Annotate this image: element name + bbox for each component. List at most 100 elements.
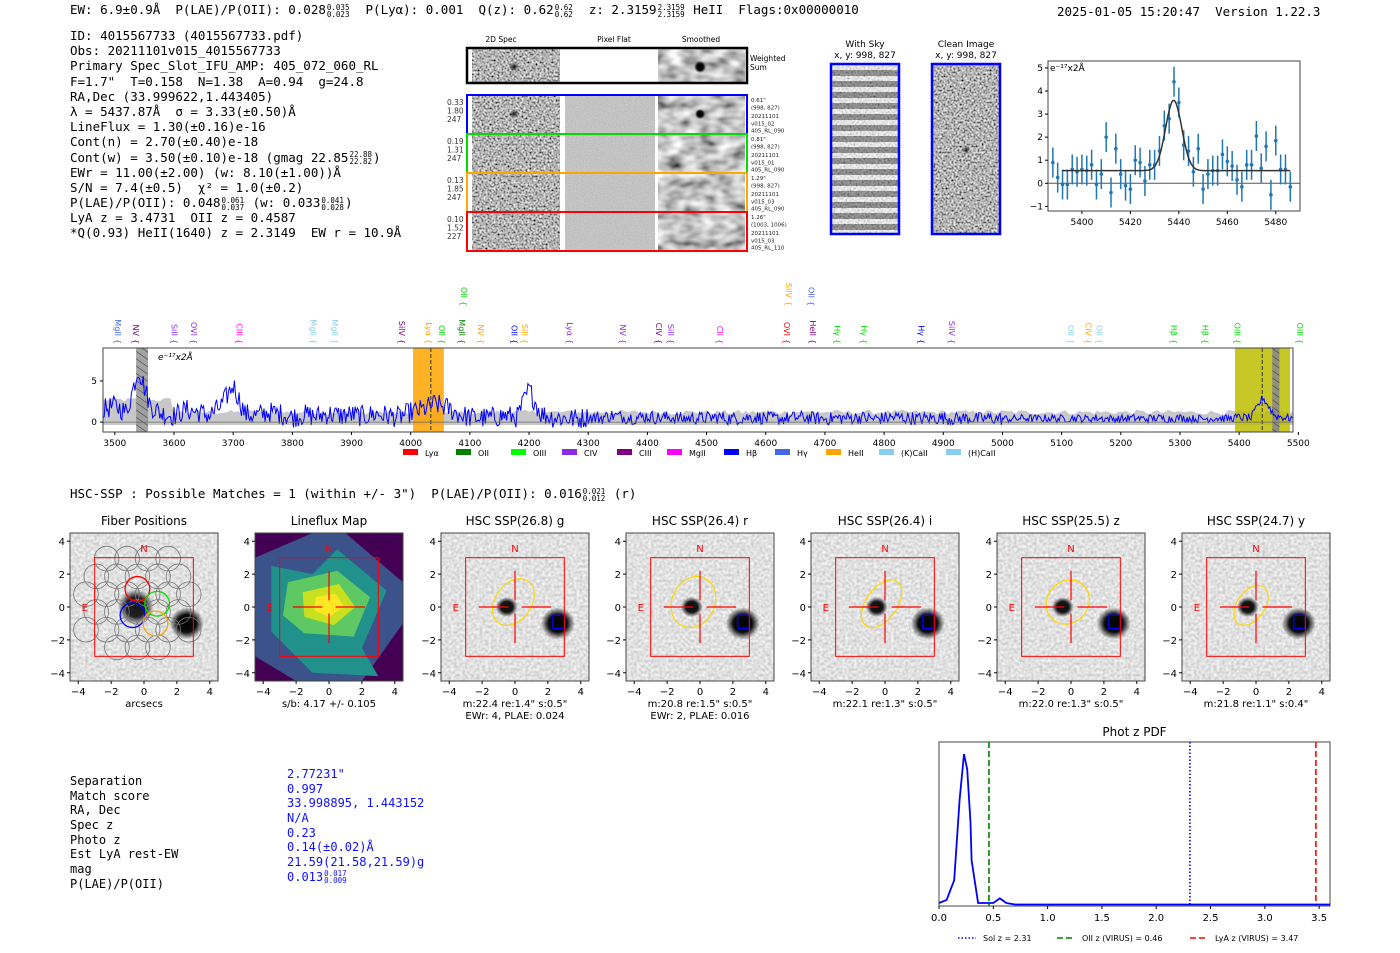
column-header: Pixel Flat bbox=[597, 35, 631, 44]
header-plya: P(Lyα): 0.001 bbox=[365, 2, 464, 17]
x-tick-label: 5460 bbox=[1216, 218, 1239, 228]
y-tick-label: 5 bbox=[1037, 64, 1043, 74]
line-label: MgII bbox=[309, 319, 318, 336]
data-point bbox=[1273, 138, 1278, 143]
header-plae: P(LAE)/P(OII): 0.028 bbox=[175, 2, 326, 17]
weighted-sum-label: Weighted bbox=[750, 54, 786, 63]
y-tick-label: 2 bbox=[59, 570, 65, 581]
legend-label: MgII bbox=[689, 449, 706, 458]
cutout-row-meta: 1.26" bbox=[751, 215, 766, 221]
line-label: Hγ bbox=[832, 325, 841, 336]
cutout-row-stat: 227 bbox=[447, 232, 462, 241]
panel-title: Fiber Positions bbox=[101, 514, 187, 528]
y-tick-label: −1 bbox=[1030, 202, 1043, 212]
neighbor-source bbox=[910, 607, 945, 640]
cutout-row-meta: v015_02 bbox=[751, 121, 775, 127]
line-label: OIII bbox=[1232, 323, 1241, 336]
version: Version 1.22.3 bbox=[1215, 4, 1321, 19]
north-label: N bbox=[696, 544, 703, 555]
sky-noise bbox=[831, 64, 899, 234]
y-tick-label: 4 bbox=[800, 537, 806, 548]
y-tick-label: 0 bbox=[615, 603, 621, 614]
plae-range: 0.061 0.037 bbox=[222, 196, 245, 211]
line-label: SiIV bbox=[784, 283, 793, 299]
x-tick-label: −4 bbox=[812, 687, 827, 698]
fiber-circle bbox=[165, 563, 192, 590]
header-qz: Q(z): 0.62 bbox=[478, 2, 554, 17]
data-point bbox=[1123, 183, 1128, 188]
legend-label: LyA z (VIRUS) = 3.47 bbox=[1215, 934, 1298, 943]
x-tick-label: −2 bbox=[104, 687, 119, 698]
cutout-row-meta: 405_RL_110 bbox=[751, 246, 785, 252]
header-z-line: HeII bbox=[693, 2, 724, 17]
legend-swatch bbox=[667, 449, 682, 455]
x-tick-label: 4900 bbox=[932, 439, 955, 449]
y-tick-label: −4 bbox=[421, 669, 436, 680]
line-label-bracket: { bbox=[859, 339, 868, 344]
x-tick-label: 0 bbox=[882, 687, 888, 698]
y-tick-label: 4 bbox=[1171, 537, 1177, 548]
value-spec-z: N/A bbox=[287, 811, 309, 826]
phot-z-pdf-chart: Phot z PDF 0.0 0.5 1.0 1.5 2.0 2.5 3.0 3.5 Sol z … bbox=[931, 725, 1331, 943]
cutout-row-stat: 247 bbox=[447, 115, 462, 124]
legend-swatch bbox=[456, 449, 471, 455]
cutout-row-frame bbox=[466, 211, 748, 252]
value-plae: 0.013 0.017 0.009 bbox=[287, 870, 424, 885]
panel-caption: s/b: 4.17 +/- 0.105 bbox=[282, 699, 376, 710]
x-tick-label: 4 bbox=[948, 687, 954, 698]
x-tick-label: 2 bbox=[359, 687, 365, 698]
panel-title: HSC SSP(24.7) y bbox=[1207, 514, 1305, 528]
y-tick-label: 4 bbox=[1037, 87, 1043, 97]
cutout-row-meta: 20211101 bbox=[751, 114, 779, 120]
north-label: N bbox=[1252, 544, 1259, 555]
hsc-panel: HSC SSP(26.4) r N E −4 −4 −2 −2 0 0 2 2 4 4 m:20.8 re… bbox=[606, 514, 775, 722]
data-point bbox=[1051, 160, 1055, 165]
x-tick-label: 5300 bbox=[1169, 439, 1192, 449]
clean-title: Clean Image bbox=[938, 40, 995, 50]
x-tick-label: 5400 bbox=[1228, 439, 1251, 449]
neighbor-aperture bbox=[1278, 604, 1320, 643]
upper-bound: 2.3159 bbox=[657, 2, 685, 12]
hsc-panel: HSC SSP(26.4) i N E −4 −4 −2 −2 0 0 2 2 4 4 m:22.1 re… bbox=[791, 514, 960, 710]
x-tick-label: 0 bbox=[697, 687, 703, 698]
info-cont-w: Cont(w) = 3.50(±0.10)e-18 (gmag 22.85 22.… bbox=[70, 150, 401, 166]
x-tick-label: 4 bbox=[207, 687, 213, 698]
data-point bbox=[1055, 175, 1060, 180]
info-ewr: EWr = 11.00(±2.00) (w: 8.10(±1.00))Å bbox=[70, 164, 341, 180]
panel-caption: m:22.4 re:1.4" s:0.5" bbox=[463, 699, 568, 710]
upper-bound: 22.88 bbox=[349, 150, 373, 159]
lower-bound: 0.012 bbox=[582, 493, 606, 503]
highlight-band bbox=[413, 348, 444, 432]
with_sky-frame bbox=[829, 62, 901, 236]
y-tick-label: 0 bbox=[244, 603, 250, 614]
y-tick-label: 4 bbox=[615, 537, 621, 548]
y-tick-label: 0 bbox=[1171, 603, 1177, 614]
x-tick-label: 0 bbox=[1068, 687, 1074, 698]
lineflux-contour bbox=[314, 593, 344, 617]
cutout-smoothed bbox=[658, 174, 745, 211]
fiber-circle-highlight bbox=[142, 610, 169, 637]
source-blob bbox=[962, 146, 970, 154]
y-tick-label: 2 bbox=[800, 570, 806, 581]
fiber-circle bbox=[145, 599, 171, 625]
hsc-panel: Lineflux Map N E −4 −4 −2 −2 0 0 2 2 4 4 s/b: 4.17 +/… bbox=[235, 514, 404, 710]
fiber-circle bbox=[175, 616, 202, 643]
line-label-bracket: { bbox=[459, 301, 468, 306]
x-tick-label: 3800 bbox=[281, 439, 304, 449]
x-tick-label: −2 bbox=[289, 687, 304, 698]
fiber-circle-highlight bbox=[124, 575, 151, 602]
fiber-circle bbox=[73, 581, 99, 607]
search-box bbox=[465, 557, 565, 657]
fiber-circle bbox=[134, 616, 161, 643]
cutout-row-meta: (1003, 1006) bbox=[751, 222, 787, 228]
legend-label: HeII bbox=[848, 449, 864, 458]
paren: ) bbox=[344, 195, 353, 211]
data-point bbox=[1118, 172, 1123, 176]
north-label: N bbox=[325, 544, 332, 555]
legend-label: (K)CaII bbox=[901, 449, 928, 458]
gaussian-fit-line bbox=[1062, 99, 1291, 172]
panel-title: HSC SSP(26.4) i bbox=[838, 514, 933, 528]
cutout-row-meta: (998, 827) bbox=[751, 183, 780, 189]
